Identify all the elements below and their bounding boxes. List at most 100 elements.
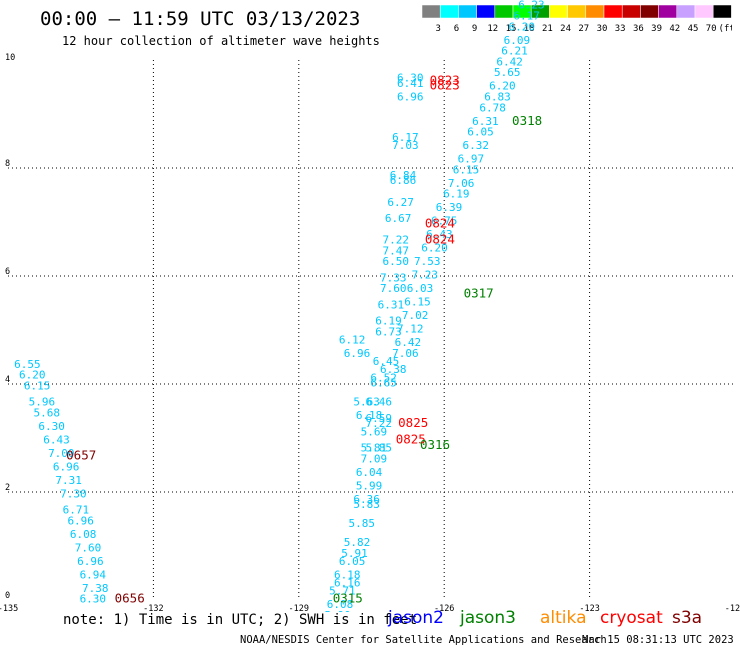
pass-time-label: 0825 [398, 415, 428, 430]
wave-height-value: 6.18 [334, 568, 361, 581]
pass-time-label: 0656 [115, 591, 145, 606]
wave-height-value: 6.05 [339, 555, 366, 568]
wave-height-value: 6.31 [378, 298, 405, 311]
wave-height-value: 6.19 [443, 188, 470, 201]
satellite-legend-entry: altika [540, 608, 587, 628]
wave-height-value: 6.15 [453, 163, 480, 176]
wave-height-value: 6.96 [77, 555, 104, 568]
wave-height-value: 6.41 [397, 77, 424, 90]
pass-time-label: 0657 [66, 448, 96, 463]
wave-height-value: 6.09 [504, 34, 531, 47]
wave-height-value: 7.02 [402, 309, 429, 322]
wave-height-value: 5.91 [341, 547, 368, 560]
x-tick-label: -126 [434, 604, 454, 612]
wave-height-value: 5.83 [353, 498, 380, 511]
wave-height-value: 6.20 [489, 80, 516, 93]
color-scale-label: 24 [560, 24, 571, 34]
pass-time-label: 0317 [464, 286, 494, 301]
wave-height-value: 6.94 [80, 568, 107, 581]
wave-height-value: 7.38 [82, 582, 109, 595]
wave-height-value: 6.32 [462, 139, 489, 152]
credit-text: NOAA/NESDIS Center for Satellite Applica… [240, 634, 607, 646]
wave-height-value: 6.65 [370, 377, 397, 390]
wave-height-value: 6.71 [63, 504, 90, 517]
wave-height-value: 6.23 [518, 0, 545, 12]
wave-height-value: 5.71 [329, 585, 356, 598]
pass-time-label: 0823 [430, 72, 460, 87]
wave-height-value: 6.96 [344, 347, 371, 360]
color-scale-label: 70 [706, 24, 717, 34]
wave-height-value: 5.99 [356, 479, 383, 492]
wave-height-value: 6.04 [356, 466, 383, 479]
timestamp-text: Mar 15 08:31:13 UTC 2023 [582, 634, 734, 646]
color-scale-label: (ft) [719, 24, 732, 34]
wave-height-value: 7.33 [380, 271, 407, 284]
color-scale-label: 42 [669, 24, 680, 34]
wave-height-value: 7.60 [380, 282, 407, 295]
wave-height-value: 6.31 [472, 115, 499, 128]
wave-height-value: 6.46 [366, 396, 393, 409]
color-scale-label: 27 [578, 24, 589, 34]
wave-height-value: 6.59 [366, 412, 393, 425]
color-scale-label: 33 [615, 24, 626, 34]
wave-height-value: 6.12 [339, 334, 366, 347]
wave-height-value: 7.23 [412, 269, 439, 282]
color-scale-label: 18 [524, 24, 535, 34]
pass-time-label: 0825 [396, 431, 426, 446]
pass-time-label: 0318 [512, 113, 542, 128]
wave-height-value: 7.03 [392, 139, 419, 152]
wave-height-value: 6.20 [421, 242, 448, 255]
wave-height-value: 6.15 [404, 296, 431, 309]
pass-time-label: 0316 [420, 437, 450, 452]
wave-height-value: 6.97 [458, 153, 485, 166]
wave-height-value: 6.45 [373, 355, 400, 368]
wave-height-value: 7.12 [397, 323, 424, 336]
y-tick-label: 2 [5, 483, 10, 493]
wave-height-value: 6.15 [24, 379, 51, 392]
wave-height-value: 6.08 [327, 598, 354, 611]
y-tick-label: 4 [5, 375, 10, 385]
wave-height-value: 6.17 [513, 10, 540, 23]
wave-height-value: 6.30 [80, 593, 107, 606]
color-scale-label: 36 [633, 24, 644, 34]
wave-height-value: 6.42 [496, 55, 523, 68]
wave-height-value: 7.30 [60, 487, 87, 500]
wave-height-value: 5.63 [353, 396, 380, 409]
wave-height-value: 5.81 [361, 442, 388, 455]
wave-height-value: 6.83 [484, 91, 511, 104]
wave-height-value: 6.30 [397, 72, 424, 85]
units-note: note: 1) Time is in UTC; 2) SWH is in fe… [63, 612, 418, 628]
wave-height-value: 6.55 [14, 358, 41, 371]
wave-height-value: 5.65 [494, 66, 521, 79]
satellite-legend-entry: jason2 [388, 608, 444, 628]
color-scale-label: 3 [435, 24, 440, 34]
color-scale-label: 12 [487, 24, 498, 34]
pass-time-label: 0823 [430, 78, 460, 93]
wave-height-value: 6.73 [375, 325, 402, 338]
wave-height-value: 5.68 [34, 406, 61, 419]
wave-height-value: 7.31 [55, 474, 82, 487]
wave-height-value: 7.06 [448, 177, 475, 190]
wave-height-value: 7.09 [361, 452, 388, 465]
color-scale-label: 39 [651, 24, 662, 34]
wave-height-value: 5.37 [523, 0, 550, 1]
wave-height-value: 6.67 [385, 212, 412, 225]
wave-height-value: 6.75 [431, 215, 458, 228]
wave-height-value: 5.85 [366, 442, 393, 455]
wave-height-value: 5.82 [344, 536, 371, 549]
wave-height-value: 6.18 [356, 409, 383, 422]
chart-title: 00:00 – 11:59 UTC 03/13/2023 [40, 8, 361, 30]
wave-height-value: 5.85 [349, 517, 376, 530]
wave-height-value: 6.20 [19, 369, 46, 382]
color-scale-label: 21 [542, 24, 553, 34]
wave-height-value: 6.03 [407, 282, 434, 295]
wave-height-value: 6.38 [380, 363, 407, 376]
wave-height-value: 5.96 [29, 396, 56, 409]
wave-height-value: 6.17 [392, 131, 419, 144]
x-tick-label: -135 [0, 604, 18, 612]
color-scale-label: 15 [506, 24, 517, 34]
wave-height-value: 6.50 [382, 255, 409, 268]
wave-height-value: 6.05 [467, 126, 494, 139]
wave-height-value: 7.00 [48, 447, 75, 460]
